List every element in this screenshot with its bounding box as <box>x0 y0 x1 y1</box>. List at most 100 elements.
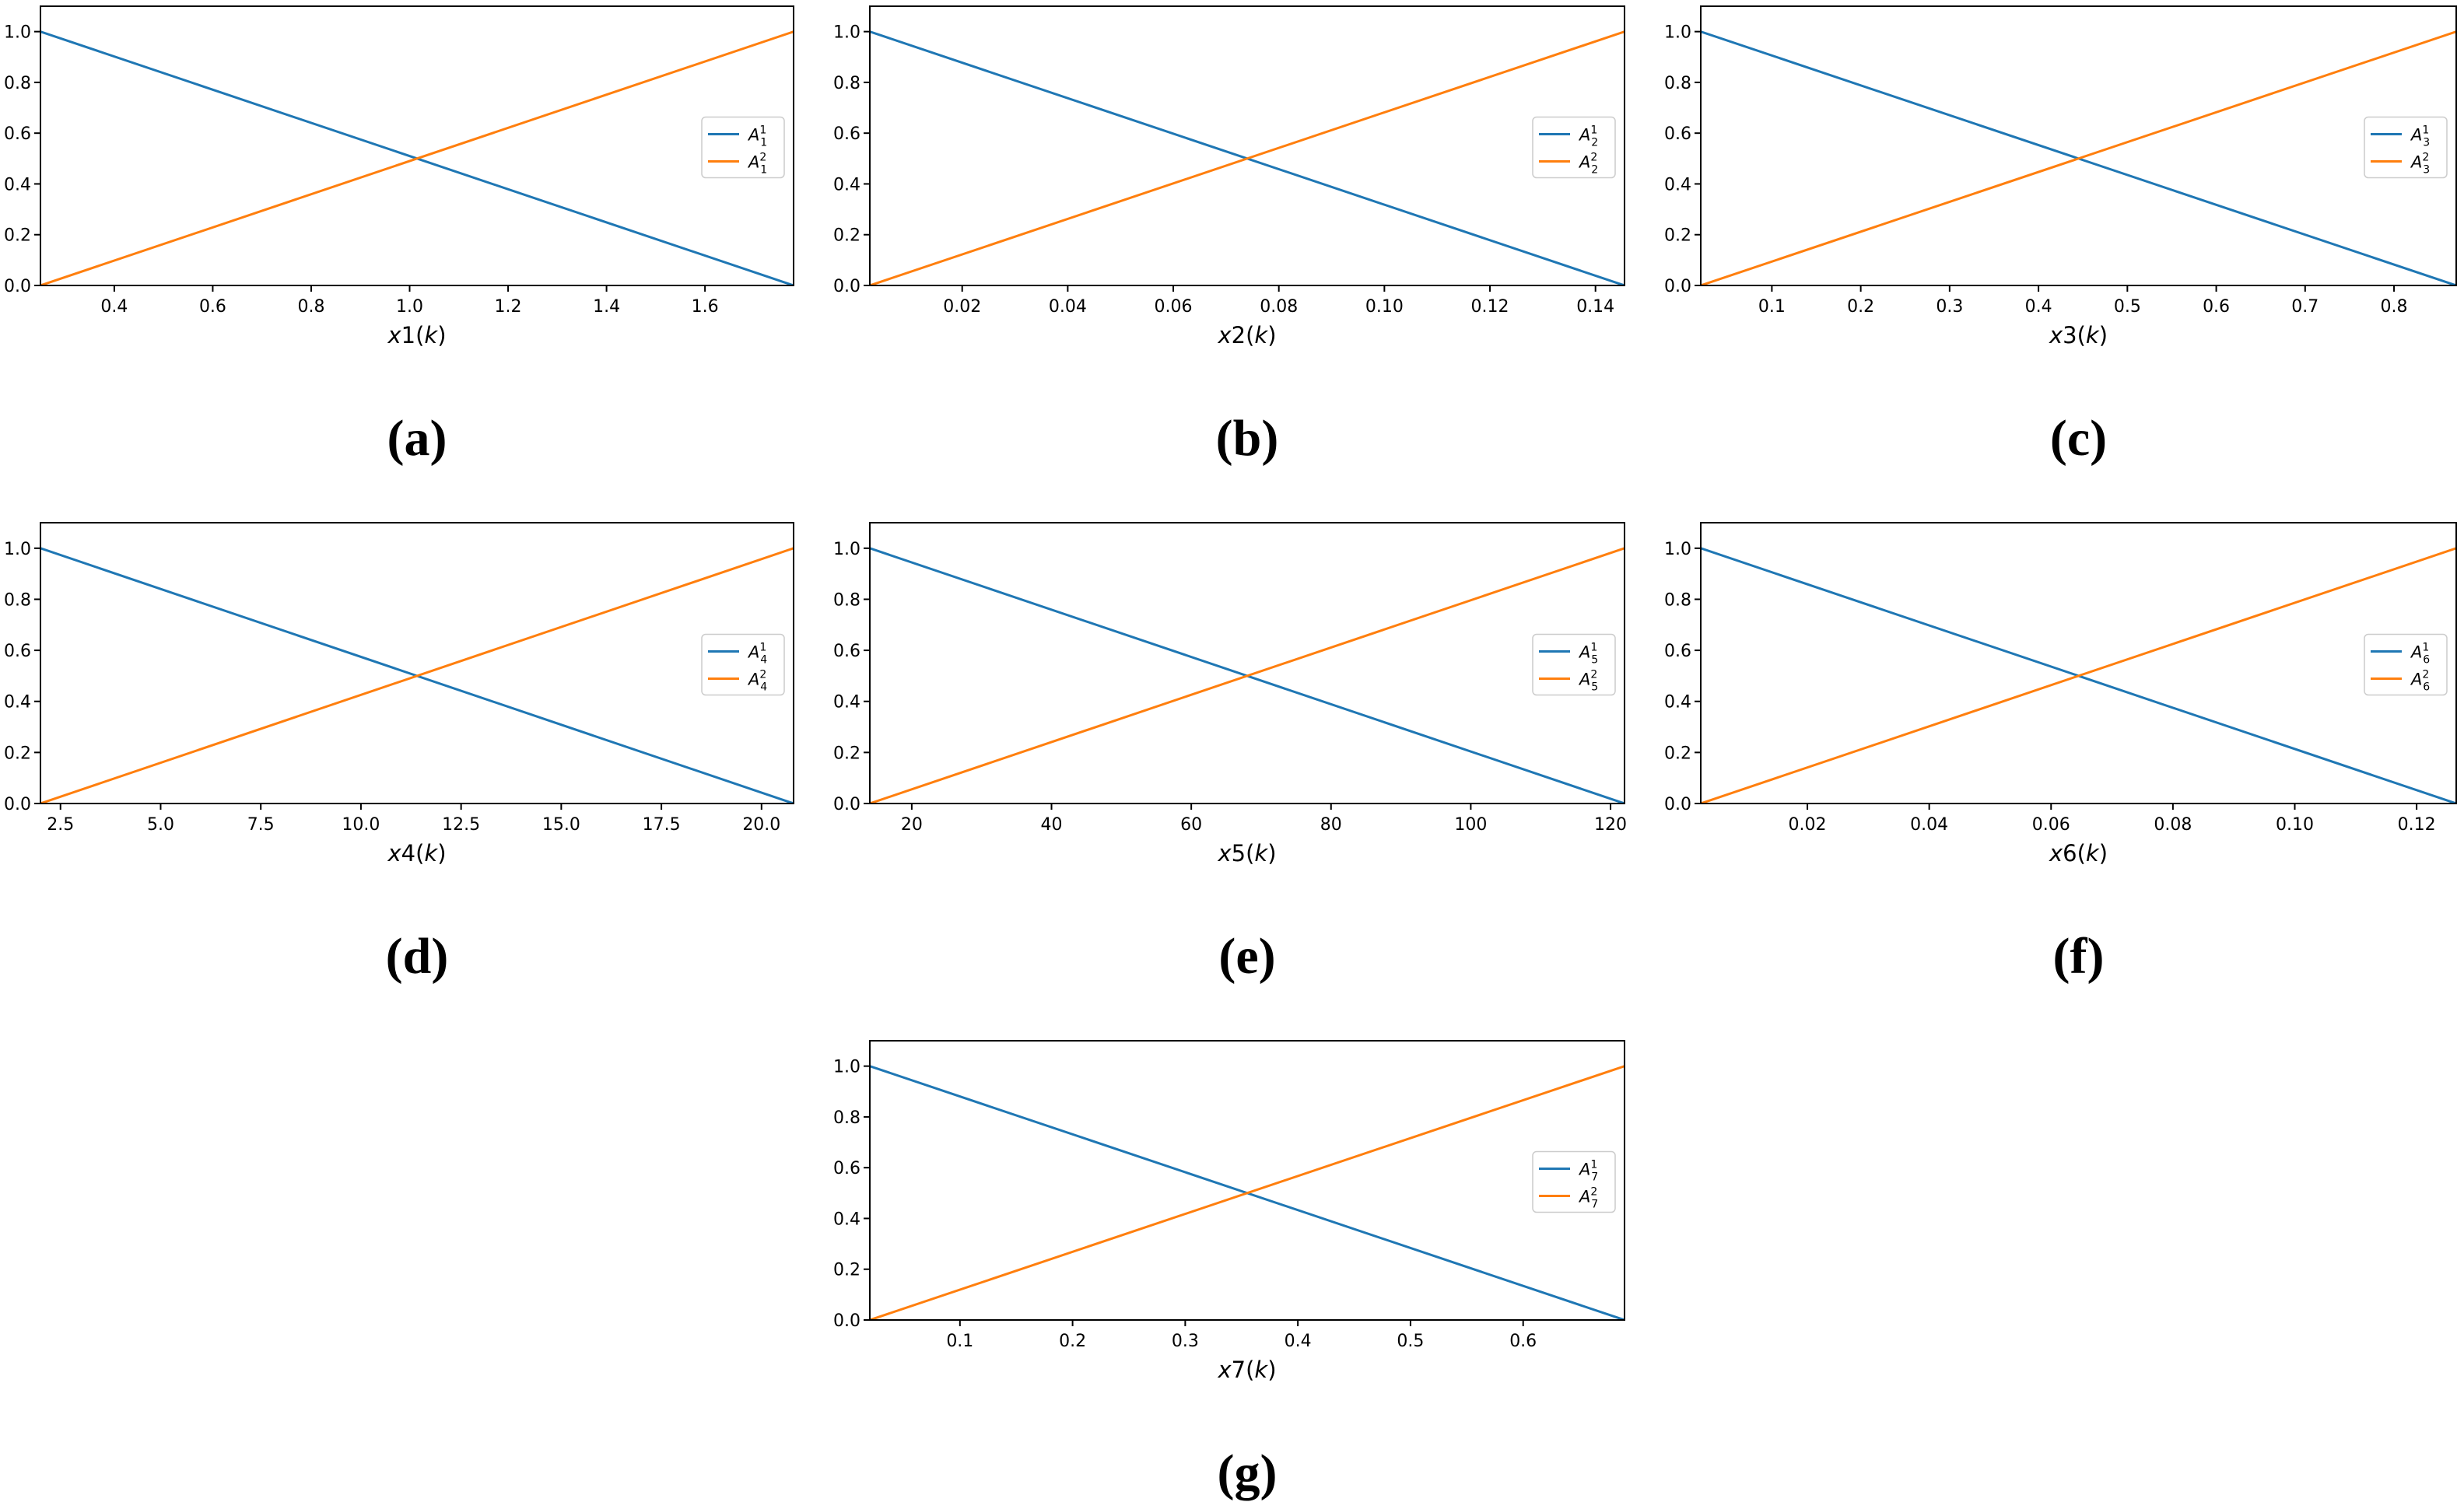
legend: A1 1A2 1 <box>701 116 785 179</box>
y-tick-label: 0.2 <box>1664 744 1691 763</box>
series-line-2 <box>40 547 794 804</box>
chart-panel-5: 20 40 60 80 100 120 0.0 0.2 0.4 0.6 0.8 1.0 x5(k) A1 5… <box>833 522 1627 985</box>
subfigure-caption: (d) <box>386 928 449 985</box>
x-tick-label: 10.0 <box>342 815 380 835</box>
y-tick-label: 0.2 <box>833 226 860 246</box>
x-axis-label: x3(k) <box>2049 322 2108 348</box>
x-tick-label: 20.0 <box>742 815 780 835</box>
x-tick-label: 0.06 <box>2032 815 2070 835</box>
axes-frame <box>1700 5 2457 286</box>
x-tick-label: 12.5 <box>442 815 480 835</box>
legend-entry-label: A1 4 <box>747 642 767 667</box>
y-tick-label: 0.6 <box>833 1159 860 1178</box>
x-tick-label: 17.5 <box>643 815 681 835</box>
y-tick-label: 1.0 <box>833 1058 860 1077</box>
x-tick-label: 7.5 <box>247 815 275 835</box>
x-tick-label: 0.6 <box>2203 297 2230 317</box>
x-tick-label: 0.5 <box>2114 297 2141 317</box>
x-axis-label: x2(k) <box>1217 322 1276 348</box>
x-tick-label: 0.8 <box>2381 297 2408 317</box>
x-axis-label: x6(k) <box>2049 840 2108 867</box>
x-tick-label: 0.3 <box>1936 297 1963 317</box>
x-tick-label: 20 <box>901 815 923 835</box>
subfigure-caption: (g) <box>1218 1444 1278 1501</box>
axes-frame <box>1700 522 2457 804</box>
legend: A1 2A2 2 <box>1532 116 1616 179</box>
x-tick-label: 0.7 <box>2291 297 2319 317</box>
x-tick-label: 0.2 <box>1059 1332 1086 1351</box>
subfigure-caption: (f) <box>2053 928 2105 985</box>
y-tick-label: 0.8 <box>833 590 860 610</box>
y-tick-label: 0.6 <box>1664 124 1691 144</box>
x-tick-label: 0.14 <box>1576 297 1614 317</box>
x-tick-label: 15.0 <box>542 815 580 835</box>
legend-entry-label: A1 6 <box>2410 642 2430 667</box>
legend: A1 5A2 5 <box>1532 633 1616 696</box>
y-tick-label: 0.4 <box>4 175 31 194</box>
legend-entry-label: A2 7 <box>1578 1186 1598 1211</box>
y-tick-label: 1.0 <box>4 540 31 559</box>
x-tick-label: 0.1 <box>946 1332 973 1351</box>
axes-frame <box>869 522 1625 804</box>
x-axis-label: x5(k) <box>1217 840 1276 867</box>
chart-panel-2: 0.02 0.04 0.06 0.08 0.10 0.12 0.14 0.0 0.2 0.4 0.6… <box>833 5 1625 467</box>
axes-frame <box>40 5 794 286</box>
y-tick-label: 0.0 <box>833 795 860 814</box>
y-tick-label: 0.4 <box>833 1210 860 1229</box>
legend-entry-label: A1 7 <box>1578 1159 1598 1184</box>
x-tick-label: 0.12 <box>1471 297 1509 317</box>
y-tick-label: 0.4 <box>1664 175 1691 194</box>
y-tick-label: 0.4 <box>4 693 31 712</box>
x-tick-label: 0.08 <box>2154 815 2192 835</box>
legend: A1 7A2 7 <box>1532 1150 1616 1213</box>
legend-entry-label: A2 5 <box>1578 669 1598 694</box>
subfigure-caption: (c) <box>2050 410 2107 467</box>
x-tick-label: 0.06 <box>1155 297 1193 317</box>
axes-frame <box>869 1040 1625 1321</box>
legend-box <box>2364 116 2448 179</box>
x-tick-label: 0.3 <box>1172 1332 1199 1351</box>
y-tick-label: 0.2 <box>833 1261 860 1280</box>
legend: A1 6A2 6 <box>2364 633 2448 696</box>
y-tick-label: 0.4 <box>833 693 860 712</box>
series-line-2 <box>870 1065 1625 1320</box>
series-line-2 <box>870 30 1625 285</box>
y-tick-label: 0.0 <box>4 795 31 814</box>
x-tick-label: 40 <box>1041 815 1063 835</box>
x-tick-label: 0.04 <box>1910 815 1948 835</box>
y-tick-label: 1.0 <box>4 23 31 43</box>
legend-entry-label: A2 4 <box>747 669 767 694</box>
y-tick-label: 0.6 <box>833 124 860 144</box>
y-tick-label: 1.0 <box>833 23 860 43</box>
x-tick-label: 0.10 <box>2276 815 2314 835</box>
x-tick-label: 0.2 <box>1847 297 1874 317</box>
legend: A1 3A2 3 <box>2364 116 2448 179</box>
chart-panel-1: 0.4 0.6 0.8 1.0 1.2 1.4 1.6 0.0 0.2 0.4 0.6 0.8 1.0 x… <box>4 5 794 467</box>
y-tick-label: 1.0 <box>1664 540 1691 559</box>
chart-panel-6: 0.02 0.04 0.06 0.08 0.10 0.12 0.0 0.2 0.4 0.6 0.8 1… <box>1664 522 2457 985</box>
x-tick-label: 120 <box>1594 815 1627 835</box>
y-tick-label: 0.2 <box>1664 226 1691 246</box>
series-line-2 <box>1701 30 2456 285</box>
x-tick-label: 0.08 <box>1260 297 1298 317</box>
x-tick-label: 1.2 <box>495 297 522 317</box>
x-tick-label: 0.10 <box>1365 297 1404 317</box>
legend-entry-label: A2 1 <box>747 152 767 177</box>
x-tick-label: 0.02 <box>1789 815 1827 835</box>
y-tick-label: 0.4 <box>833 175 860 194</box>
x-tick-label: 80 <box>1320 815 1342 835</box>
y-tick-label: 0.6 <box>4 642 31 661</box>
legend-box <box>1532 116 1616 179</box>
y-tick-label: 0.2 <box>4 744 31 763</box>
y-tick-label: 0.8 <box>1664 74 1691 93</box>
y-tick-label: 1.0 <box>1664 23 1691 43</box>
y-tick-label: 0.8 <box>1664 590 1691 610</box>
x-tick-label: 0.4 <box>100 297 128 317</box>
y-tick-label: 0.2 <box>4 226 31 246</box>
x-tick-label: 0.5 <box>1397 1332 1424 1351</box>
legend-box <box>701 116 785 179</box>
legend-entry-label: A1 5 <box>1578 642 1598 667</box>
chart-panel-4: 2.5 5.0 7.5 10.0 12.5 15.0 17.5 20.0 0.0 0.2 0.4 0.… <box>4 522 794 985</box>
subfigure-caption: (e) <box>1218 928 1275 985</box>
